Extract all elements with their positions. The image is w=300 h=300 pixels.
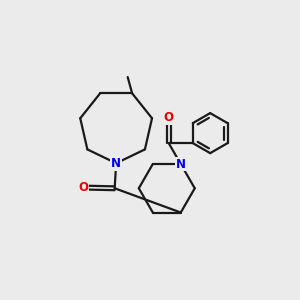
Text: N: N xyxy=(176,158,186,171)
Text: N: N xyxy=(111,157,121,170)
Text: O: O xyxy=(164,111,174,124)
Text: O: O xyxy=(79,181,88,194)
